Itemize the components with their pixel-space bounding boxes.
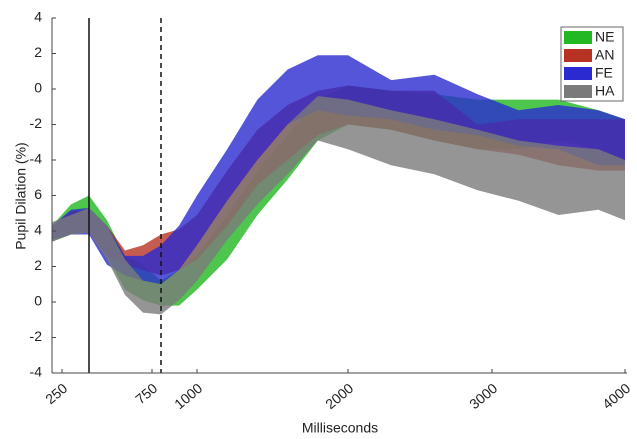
legend-swatch [564,85,592,98]
x-tick-label: 1000 [171,380,205,412]
legend-label: FE [595,65,613,81]
y-tick-label: -2 [30,115,43,131]
legend-label: NE [595,29,614,45]
legend-label: HA [595,83,615,99]
legend-swatch [564,49,592,62]
legend-swatch [564,67,592,80]
x-tick-label: 2000 [322,380,356,412]
y-tick-label: 0 [34,293,42,309]
x-tick-label: 250 [42,380,70,407]
x-tick-label: 4000 [599,380,633,412]
y-tick-label: 4 [34,222,42,238]
y-tick-label: 2 [34,257,42,273]
y-tick-label: 2 [34,44,42,60]
y-axis-label: Pupil Dilation (%) [13,142,29,249]
x-tick-label: 3000 [466,380,500,412]
y-tick-label: 0 [34,80,42,96]
x-tick-label: 750 [132,380,160,407]
y-tick-label: 6 [34,186,42,202]
y-tick-label: -2 [30,328,43,344]
band-area [52,55,625,285]
y-tick-label: 4 [34,9,42,25]
legend-label: AN [595,47,614,63]
legend-swatch [564,31,592,44]
bands [52,55,625,315]
y-tick-label: -4 [30,364,43,380]
x-axis-label: Milliseconds [302,420,378,436]
y-tick-label: -4 [30,151,43,167]
band-area [52,96,625,315]
